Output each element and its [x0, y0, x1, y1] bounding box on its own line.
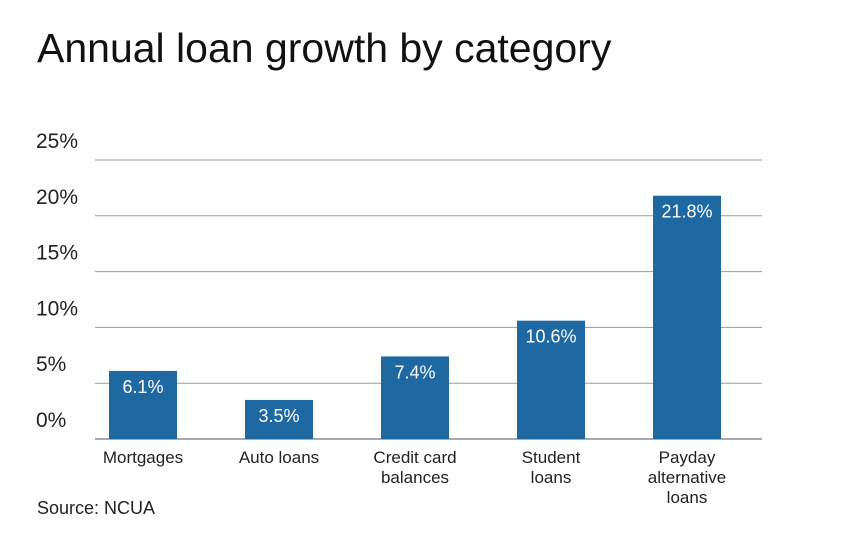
y-tick-label: 15% — [36, 242, 78, 265]
bar — [517, 320, 585, 439]
y-tick-label: 20% — [36, 186, 78, 209]
value-label: 7.4% — [394, 362, 435, 382]
chart-title: Annual loan growth by category — [37, 25, 612, 71]
source: Source: NCUA — [37, 498, 155, 518]
bar — [245, 399, 313, 439]
y-tick-label: 10% — [36, 297, 78, 320]
bar — [109, 370, 177, 439]
value-label: 10.6% — [525, 327, 576, 347]
value-label: 6.1% — [122, 377, 163, 397]
value-label: 21.8% — [661, 202, 712, 222]
bar — [381, 356, 449, 439]
y-tick-label: 5% — [36, 353, 66, 376]
x-tick-label: Auto loans — [238, 448, 320, 467]
y-tick-label: 25% — [36, 130, 78, 153]
x-tick-label: Student loans — [521, 448, 581, 487]
x-tick-label: Mortgages — [102, 448, 184, 467]
bar — [653, 195, 721, 439]
x-tick-label: Payday alternative loans — [647, 448, 727, 507]
x-tick-label: Credit card balances — [373, 448, 457, 487]
value-label: 3.5% — [258, 406, 299, 426]
y-tick-label: 0% — [36, 409, 66, 432]
